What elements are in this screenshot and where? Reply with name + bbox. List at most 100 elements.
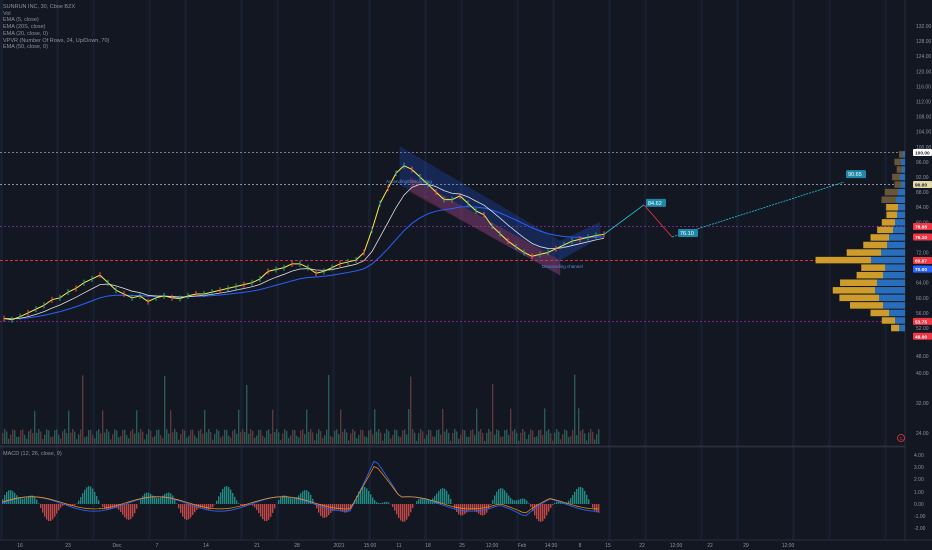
volume-bar [20,430,22,444]
vpvr-down-bar [877,279,905,286]
volume-bar [522,429,524,444]
volume-bar [432,436,434,444]
macd-histogram-bar [204,504,206,509]
macd-histogram-bar [134,504,136,514]
macd-histogram-bar [212,504,214,508]
time-tick-label: 12:00 [486,543,499,549]
macd-histogram-bar [486,504,488,513]
macd-histogram-bar [106,504,108,510]
volume-bar [594,439,596,444]
volume-bar [50,436,52,444]
volume-bar [414,432,416,444]
time-tick-label: 2021 [333,543,344,549]
volume-bar [512,431,514,444]
legend-item-ema50[interactable]: EMA (50, close, 0) [3,44,48,51]
legend-item-ema20s[interactable]: EMA (20S, close) [3,24,46,31]
macd-histogram-bar [428,500,430,504]
volume-bar [6,431,8,444]
macd-histogram-bar [324,504,326,518]
volume-bar [422,431,424,444]
macd-histogram-bar [530,504,532,508]
volume-bar [40,431,42,444]
volume-bar [230,437,232,444]
macd-tick-label: 1.00 [914,490,924,496]
volume-bar [300,430,302,444]
macd-histogram-bar [224,486,226,504]
volume-bar [140,429,142,444]
volume-bar [498,430,500,444]
projection-label: 84.62 [648,201,662,207]
volume-bar [150,430,152,444]
volume-bar [286,430,288,444]
volume-bar [62,431,64,444]
macd-histogram-bar [434,496,436,504]
macd-histogram-bar [456,504,458,512]
macd-histogram-bar [508,495,510,504]
volume-bar [192,429,194,444]
time-tick-label: 16 [17,543,23,549]
volume-bar [320,431,322,444]
macd-histogram-bar [246,504,248,506]
macd-histogram-bar [584,490,586,504]
macd-histogram-bar [548,504,550,512]
volume-bar [182,429,184,444]
macd-histogram-bar [102,504,104,508]
volume-bar [574,374,576,444]
legend-item-ema5[interactable]: EMA (5, close) [3,17,39,24]
macd-histogram-bar [568,500,570,504]
volume-bar [374,409,376,444]
macd-histogram-bar [270,504,272,517]
symbol-title[interactable]: SUNRUN INC, 30, Cboe BZX [3,4,76,10]
session-stripe [56,0,59,540]
volume-bar [154,435,156,444]
volume-bar [378,429,380,444]
macd-histogram-bar [350,504,352,509]
macd-histogram-bar [592,504,594,508]
macd-histogram-bar [142,495,144,504]
volume-bar [490,431,492,444]
legend-item-ema20[interactable]: EMA (20, close, 0) [3,30,48,37]
macd-histogram-bar [348,504,350,512]
time-tick-label: Dec [113,543,122,549]
channel-label: Ascending/Descending [386,179,433,184]
volume-bar [30,429,32,444]
volume-bar [306,409,308,444]
macd-tick-label: 0.00 [914,502,924,508]
volume-bar [350,433,352,444]
volume-bar [186,437,188,444]
price-tick-label: 104.00 [916,130,932,136]
macd-histogram-bar [410,504,412,513]
macd-histogram-bar [528,503,530,504]
macd-histogram-bar [228,487,230,504]
volume-bar [440,434,442,444]
volume-bar [224,429,226,444]
macd-histogram-bar [556,501,558,504]
volume-bar [460,434,462,444]
volume-bar [542,435,544,444]
legend-item-volume[interactable]: Vol [3,10,11,17]
macd-histogram-bar [578,487,580,504]
volume-bar [256,435,258,444]
volume-bar [264,437,266,444]
price-tick-label: 84.00 [916,205,929,211]
macd-histogram-bar [24,498,26,504]
vpvr-up-bar [891,324,899,332]
volume-bar [32,433,34,444]
volume-bar [146,434,148,444]
volume-bar [120,436,122,444]
macd-histogram-bar [226,486,228,504]
session-stripe [516,0,519,540]
time-tick-label: 8 [579,543,582,549]
volume-bar [450,440,452,444]
vpvr-up-bar [881,317,895,324]
macd-legend[interactable]: MACD (12, 26, close, 9) [3,451,62,457]
legend-item-vpvr[interactable]: VPVR (Number Of Rows, 24, Up/Down, 70) [3,37,110,44]
volume-bar [226,429,228,444]
macd-histogram-bar [20,498,22,504]
macd-histogram-bar [94,491,96,504]
volume-bar [334,430,336,444]
session-stripe [460,0,463,540]
volume-bar [42,438,44,444]
volume-bar [92,435,94,444]
